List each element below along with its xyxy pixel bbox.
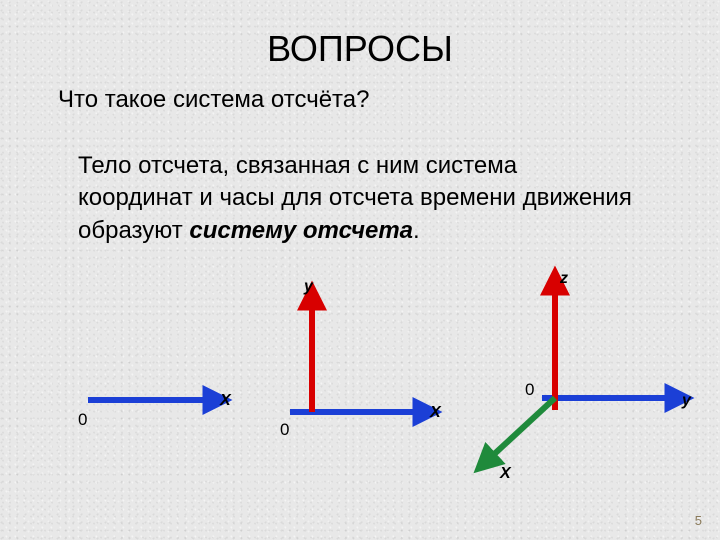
axis-label: y bbox=[304, 278, 313, 296]
slide: ВОПРОСЫ Что такое система отсчёта? Тело … bbox=[0, 0, 720, 540]
page-number: 5 bbox=[695, 513, 702, 528]
axis-arrow bbox=[490, 398, 555, 458]
diagram-svg bbox=[0, 0, 720, 540]
axis-label: X bbox=[430, 404, 441, 422]
axis-label: X bbox=[220, 392, 231, 410]
axis-label: y bbox=[682, 392, 691, 410]
axes-group bbox=[88, 288, 672, 458]
axis-label: z bbox=[560, 270, 568, 288]
axis-label: X bbox=[500, 465, 511, 483]
origin-label: 0 bbox=[280, 420, 289, 440]
origin-label: 0 bbox=[525, 380, 534, 400]
origin-label: 0 bbox=[78, 410, 87, 430]
